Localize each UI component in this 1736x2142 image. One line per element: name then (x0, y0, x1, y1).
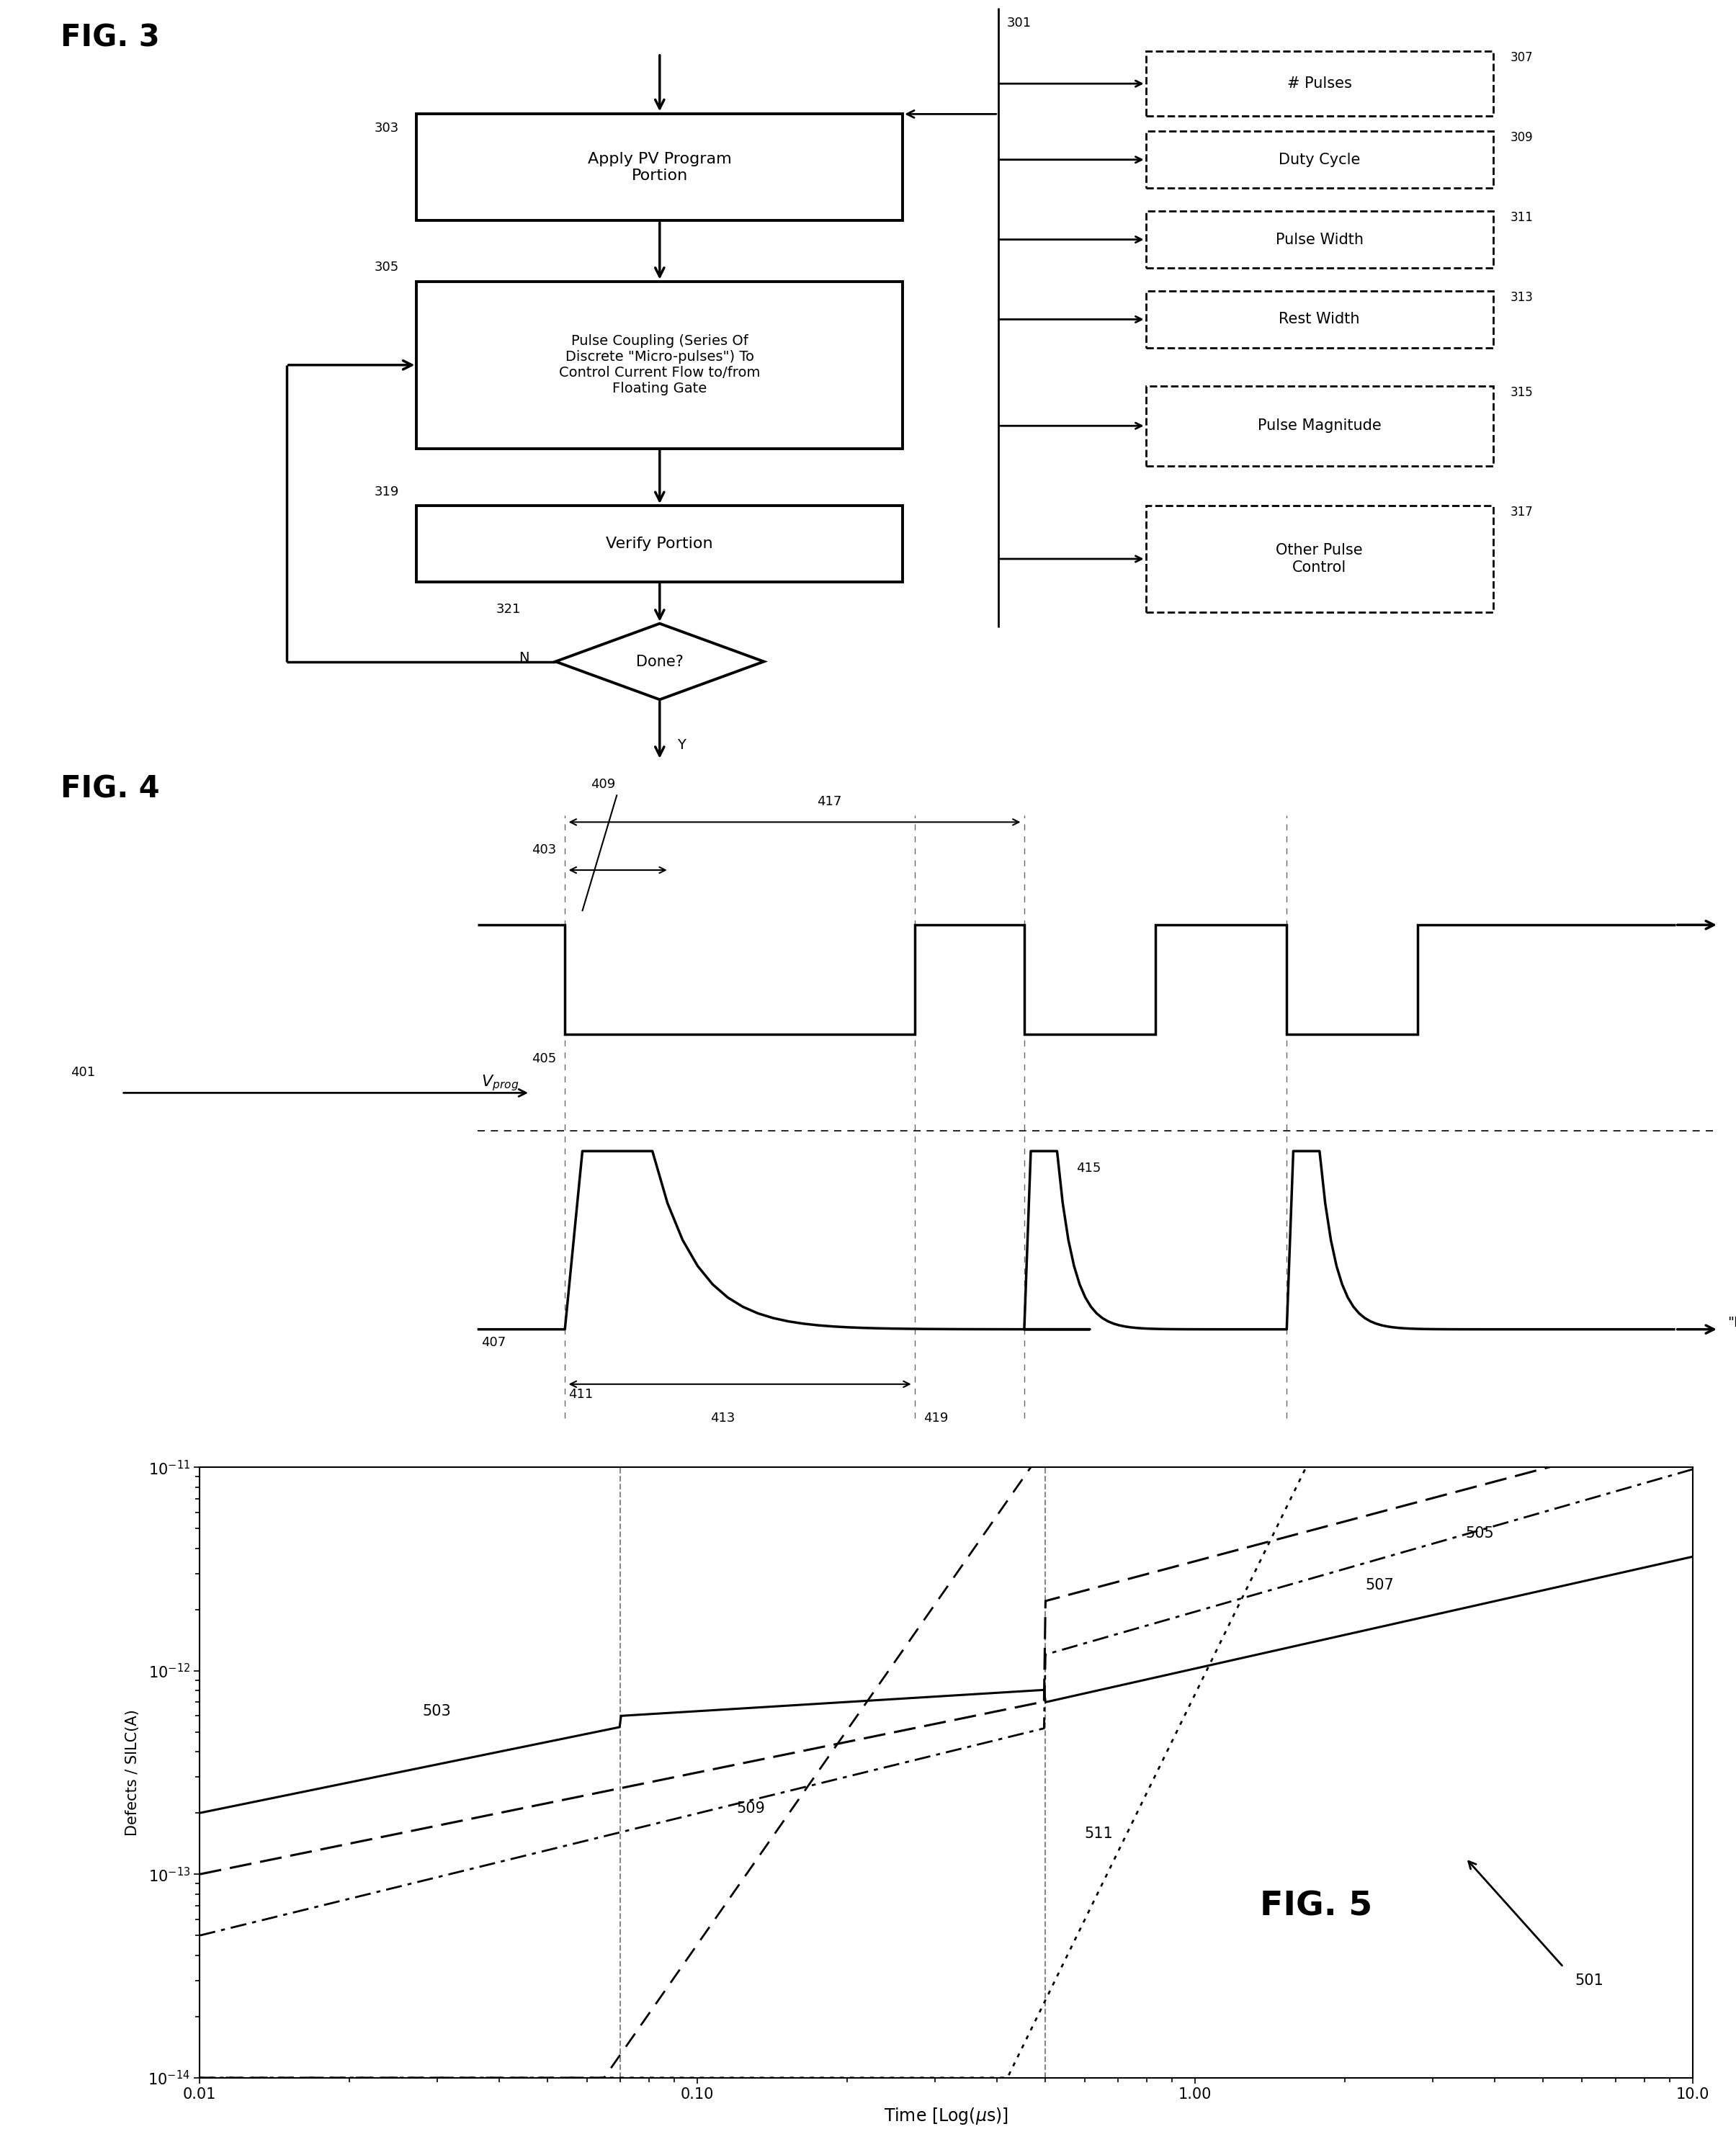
Text: 307: 307 (1510, 51, 1533, 64)
Text: 321: 321 (496, 602, 521, 617)
Text: 311: 311 (1510, 212, 1533, 225)
Text: Verify Portion: Verify Portion (606, 536, 713, 550)
Text: Apply PV Program
Portion: Apply PV Program Portion (589, 152, 731, 182)
Text: 313: 313 (1510, 291, 1533, 304)
Text: # Pulses: # Pulses (1286, 77, 1352, 90)
Text: 315: 315 (1510, 386, 1533, 398)
X-axis label: Time [Log($\mu$s)]: Time [Log($\mu$s)] (884, 2106, 1009, 2125)
FancyBboxPatch shape (1146, 212, 1493, 268)
Text: 505: 505 (1465, 1527, 1495, 1540)
Text: 403: 403 (531, 844, 556, 857)
Text: 417: 417 (818, 795, 842, 808)
FancyBboxPatch shape (1146, 386, 1493, 465)
FancyBboxPatch shape (417, 281, 903, 448)
Text: 413: 413 (710, 1412, 734, 1424)
Text: 509: 509 (736, 1801, 766, 1816)
FancyBboxPatch shape (1146, 506, 1493, 613)
Text: 501: 501 (1575, 1973, 1604, 1988)
Text: $V_{prog}$: $V_{prog}$ (481, 1073, 519, 1092)
Text: N: N (519, 651, 529, 664)
Text: Pulse Width: Pulse Width (1276, 231, 1363, 246)
Text: 415: 415 (1076, 1161, 1101, 1174)
Text: Pulse Coupling (Series Of
Discrete "Micro-pulses") To
Control Current Flow to/fr: Pulse Coupling (Series Of Discrete "Micr… (559, 334, 760, 396)
Text: Done?: Done? (635, 653, 684, 668)
Text: 303: 303 (375, 122, 399, 135)
Text: 409: 409 (590, 778, 616, 790)
Text: 401: 401 (71, 1067, 95, 1080)
FancyBboxPatch shape (1146, 51, 1493, 116)
Text: 319: 319 (375, 484, 399, 499)
Text: Pulse Magnitude: Pulse Magnitude (1257, 418, 1382, 433)
Text: FIG. 4: FIG. 4 (61, 773, 160, 805)
Text: Y: Y (677, 739, 686, 752)
Text: 305: 305 (375, 261, 399, 274)
Text: 507: 507 (1364, 1579, 1394, 1594)
Text: 309: 309 (1510, 131, 1533, 144)
FancyBboxPatch shape (417, 506, 903, 583)
FancyBboxPatch shape (1146, 291, 1493, 347)
Text: FIG. 3: FIG. 3 (61, 24, 160, 54)
Text: 511: 511 (1085, 1827, 1113, 1842)
FancyBboxPatch shape (1146, 131, 1493, 188)
Y-axis label: Defects / SILC(A): Defects / SILC(A) (125, 1709, 141, 1836)
Text: 419: 419 (924, 1412, 948, 1424)
Text: FIG. 5: FIG. 5 (1260, 1891, 1371, 1924)
Text: "N": "N" (1727, 1315, 1736, 1330)
Text: 503: 503 (422, 1705, 451, 1718)
Polygon shape (556, 623, 764, 700)
FancyBboxPatch shape (417, 114, 903, 221)
Text: Other Pulse
Control: Other Pulse Control (1276, 544, 1363, 574)
Text: 317: 317 (1510, 506, 1533, 518)
Text: 407: 407 (481, 1337, 505, 1349)
Text: 411: 411 (568, 1388, 594, 1401)
Text: 405: 405 (531, 1052, 556, 1065)
Text: Duty Cycle: Duty Cycle (1278, 152, 1361, 167)
Text: 301: 301 (1007, 17, 1031, 30)
Text: Rest Width: Rest Width (1279, 313, 1359, 326)
